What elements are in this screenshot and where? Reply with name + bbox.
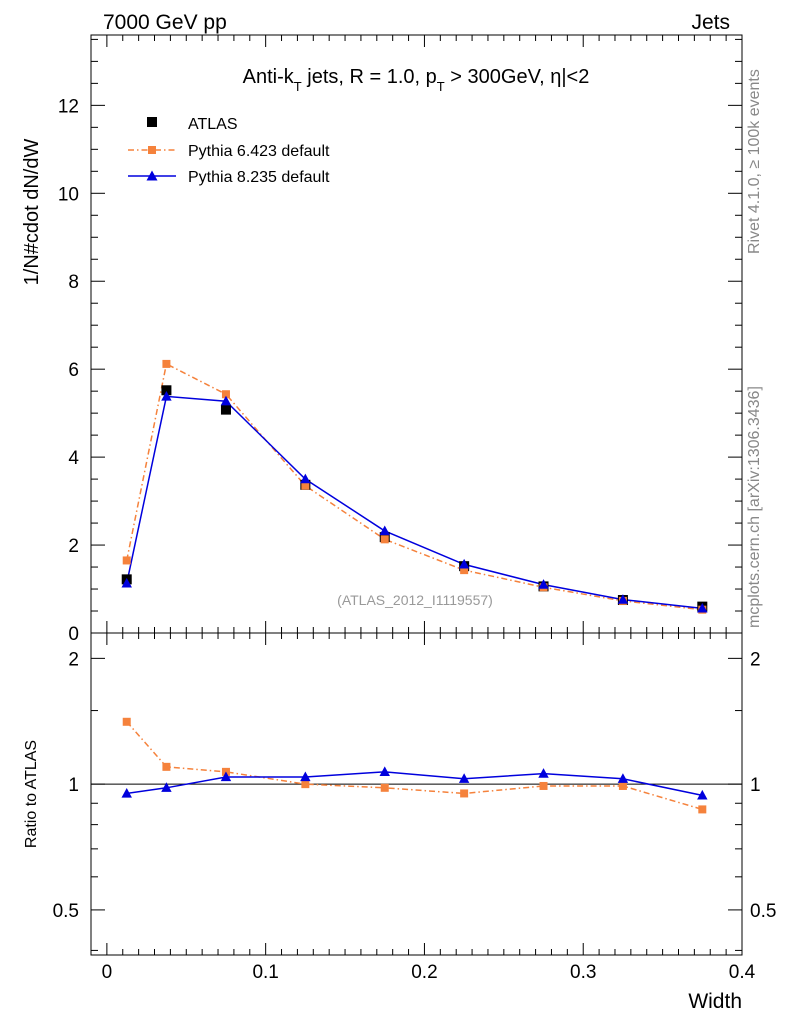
ratio-point-pythia8 [300,771,311,782]
ratio-point-pythia8 [538,768,549,778]
ratio-point-pythia8 [161,782,172,792]
data-point-pythia6 [122,556,131,565]
data-point-pythia6 [460,566,469,575]
header-left: 7000 GeV pp [103,11,227,34]
legend-marker-atlas [147,117,157,127]
legend-marker-pythia8 [146,170,158,181]
data-point-pythia8 [697,602,708,613]
mcplots-label: mcplots.cern.ch [arXiv:1306.3436] [746,386,763,628]
analysis-watermark: (ATLAS_2012_I1119557) [337,592,493,608]
series-line-pythia8 [125,395,703,610]
ratio-point-pythia8 [121,787,132,798]
legend-label-pythia8: Pythia 8.235 default [188,169,330,186]
ratio-point-pythia8 [697,789,708,800]
data-point-pythia8 [121,577,132,588]
ratio-plot-frame [90,632,743,956]
main-series [121,359,708,614]
y-tick-label: 12 [58,96,79,117]
ratio-y-tick-label-right: 0.5 [750,901,776,922]
y-tick-label: 10 [58,184,79,205]
ratio-y-tick-label-right: 1 [750,775,761,796]
ratio-series [121,717,708,814]
x-tick-label: 0.2 [411,962,437,983]
ratio-y-axis-label: Ratio to ATLAS [23,740,40,848]
y-tick-label: 0 [68,624,79,645]
y-tick-label: 2 [68,536,79,557]
x-tick-label: 0.3 [570,962,596,983]
legend-marker-pythia6 [148,146,156,154]
data-point-pythia6 [301,481,310,490]
series-line-pythia6 [125,362,703,611]
ratio-y-tick-label-right: 2 [750,649,761,670]
data-point-pythia8 [458,558,470,569]
main-axes: 0 2 4 6 8 10 12 [58,35,743,645]
x-tick-label: 0 [102,962,113,983]
data-point-pythia8 [161,390,172,401]
ratio-point-pythia6 [301,780,310,789]
data-point-pythia8 [538,579,549,589]
ratio-point-pythia6 [618,781,627,790]
y-tick-label: 6 [68,360,79,381]
ratio-point-pythia8 [458,773,470,783]
ratio-point-pythia6 [162,762,171,771]
ratio-point-pythia6 [698,805,707,814]
data-point-atlas [161,385,172,396]
ratio-axes: 0 0.1 0.2 0.3 0.4 0.5 0.5 1 1 2 2 [53,633,776,983]
ratio-line-pythia6 [126,721,703,811]
header-right: Jets [691,11,730,34]
data-point-pythia6 [162,359,171,368]
data-point-atlas [220,404,231,415]
rivet-label: Rivet 4.1.0, ≥ 100k events [746,69,763,254]
x-tick-label: 0.4 [729,962,756,983]
legend-label-atlas: ATLAS [188,116,238,133]
y-tick-label: 4 [68,448,79,469]
plot-title: Anti-kT jets, R = 1.0, pT > 300GeV, η|<2 [243,66,590,94]
data-point-pythia6 [221,390,230,399]
main-y-axis-label: 1/N#cdot dN/dW [21,139,43,286]
ratio-point-pythia8 [617,773,629,783]
data-point-pythia8 [220,395,232,406]
ratio-point-pythia6 [122,717,131,726]
data-point-pythia8 [617,594,629,604]
y-tick-label: 8 [68,272,79,293]
ratio-point-pythia6 [460,789,469,798]
ratio-y-tick-label: 2 [68,649,79,670]
x-tick-label: 0.1 [252,962,278,983]
ratio-point-pythia8 [379,766,390,776]
ratio-point-pythia6 [539,781,548,790]
ratio-y-tick-label: 1 [68,775,79,796]
ratio-point-pythia6 [380,783,389,792]
data-point-pythia8 [379,525,390,536]
x-axis-label: Width [688,990,742,1013]
ratio-point-pythia8 [220,771,232,782]
legend: ATLAS Pythia 6.423 default Pythia 8.235 … [128,116,330,186]
data-point-pythia6 [380,535,389,544]
data-point-pythia8 [300,473,311,484]
ratio-y-tick-label: 0.5 [53,901,79,922]
legend-label-pythia6: Pythia 6.423 default [188,143,330,160]
ratio-line-pythia8 [126,771,703,797]
